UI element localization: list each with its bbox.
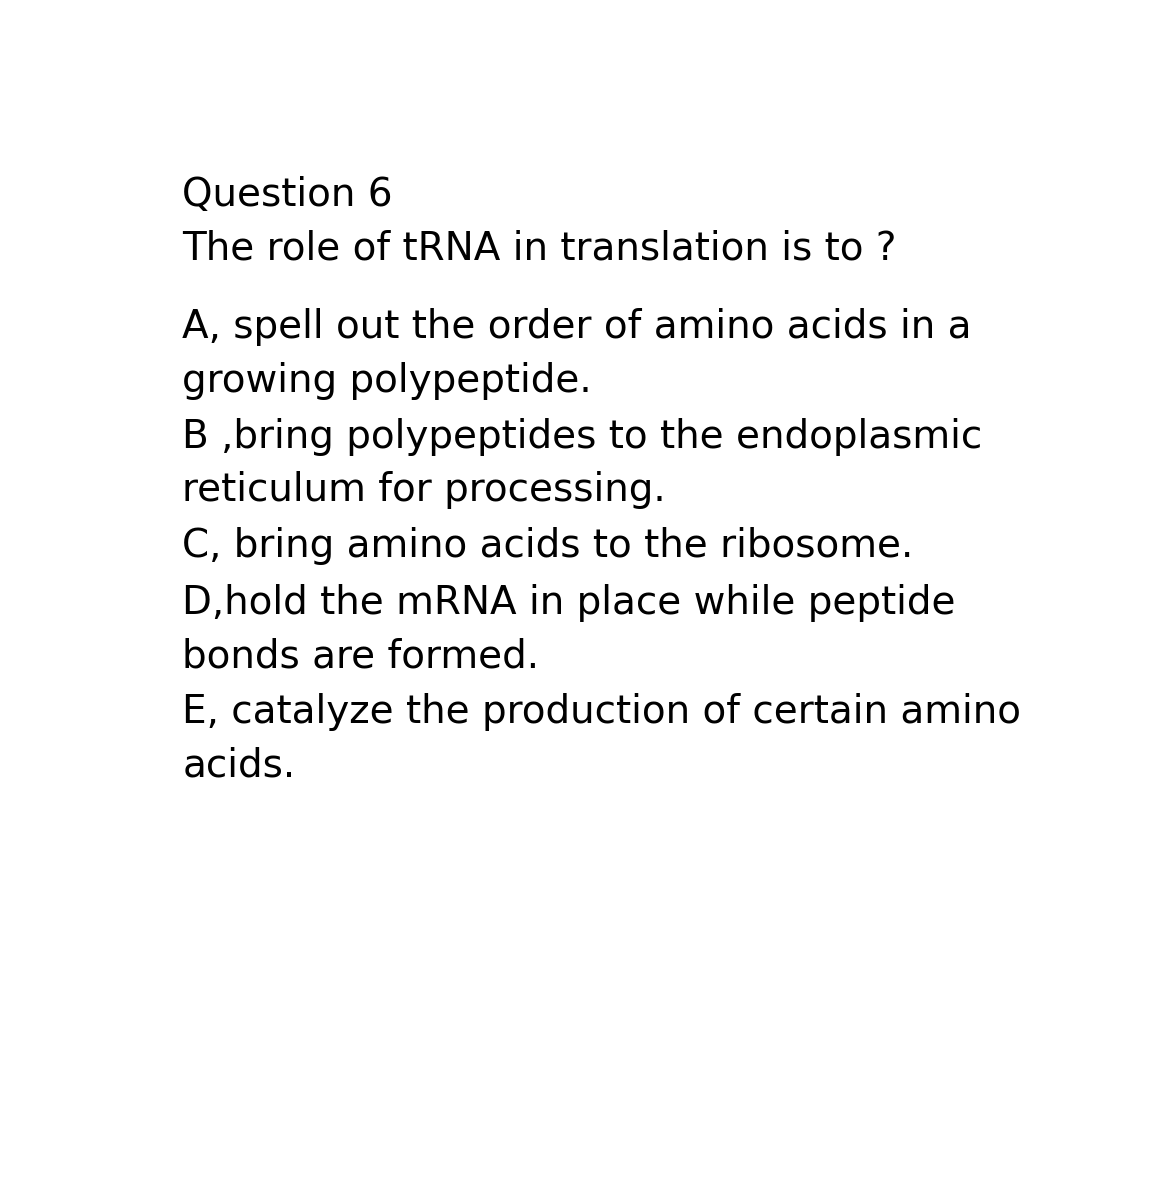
Text: bonds are formed.: bonds are formed.	[182, 637, 540, 676]
Text: growing polypeptide.: growing polypeptide.	[182, 362, 592, 400]
Text: acids.: acids.	[182, 746, 296, 785]
Text: D,hold the mRNA in place while peptide: D,hold the mRNA in place while peptide	[182, 584, 955, 622]
Text: A, spell out the order of amino acids in a: A, spell out the order of amino acids in…	[182, 308, 972, 347]
Text: Question 6: Question 6	[182, 176, 392, 215]
Text: C, bring amino acids to the ribosome.: C, bring amino acids to the ribosome.	[182, 527, 913, 564]
Text: E, catalyze the production of certain amino: E, catalyze the production of certain am…	[182, 692, 1021, 731]
Text: reticulum for processing.: reticulum for processing.	[182, 472, 666, 509]
Text: B ,bring polypeptides to the endoplasmic: B ,bring polypeptides to the endoplasmic	[182, 418, 982, 456]
Text: The role of tRNA in translation is to ?: The role of tRNA in translation is to ?	[182, 230, 897, 268]
